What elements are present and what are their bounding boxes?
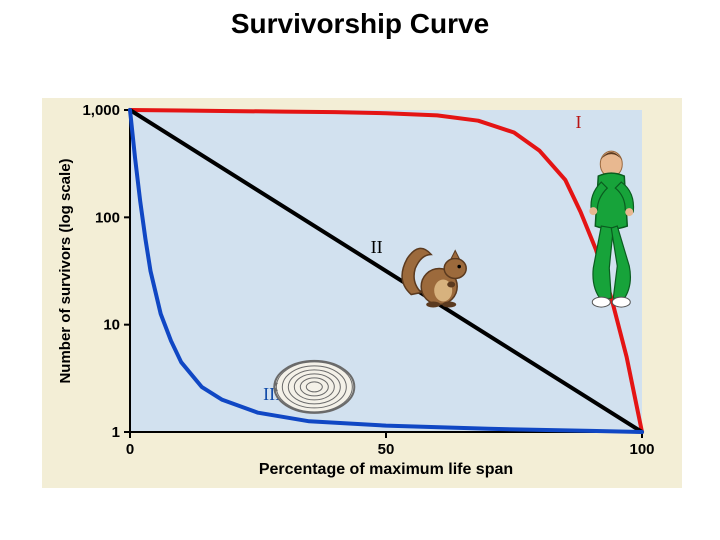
x-axis-label: Percentage of maximum life span: [259, 461, 513, 478]
oyster-icon: [274, 361, 354, 413]
y-tick-label: 10: [103, 317, 120, 334]
y-tick-label: 1: [112, 424, 120, 441]
curve-label-I: I: [575, 112, 581, 132]
x-tick-label: 50: [378, 441, 395, 458]
survivorship-chart: 1 10 100 1,000 0 50 100 Percentage of maximum l…: [42, 98, 682, 488]
x-tick-label: 0: [126, 441, 134, 458]
y-axis-label: Number of survivors (log scale): [57, 158, 74, 383]
x-tick-label: 100: [629, 441, 654, 458]
y-tick-label: 100: [95, 209, 120, 226]
page-title: Survivorship Curve: [0, 8, 720, 40]
chart-svg: 1 10 100 1,000 0 50 100 Percentage of maximum l…: [42, 98, 682, 488]
curve-label-II: II: [371, 237, 383, 257]
y-tick-label: 1,000: [82, 102, 120, 119]
